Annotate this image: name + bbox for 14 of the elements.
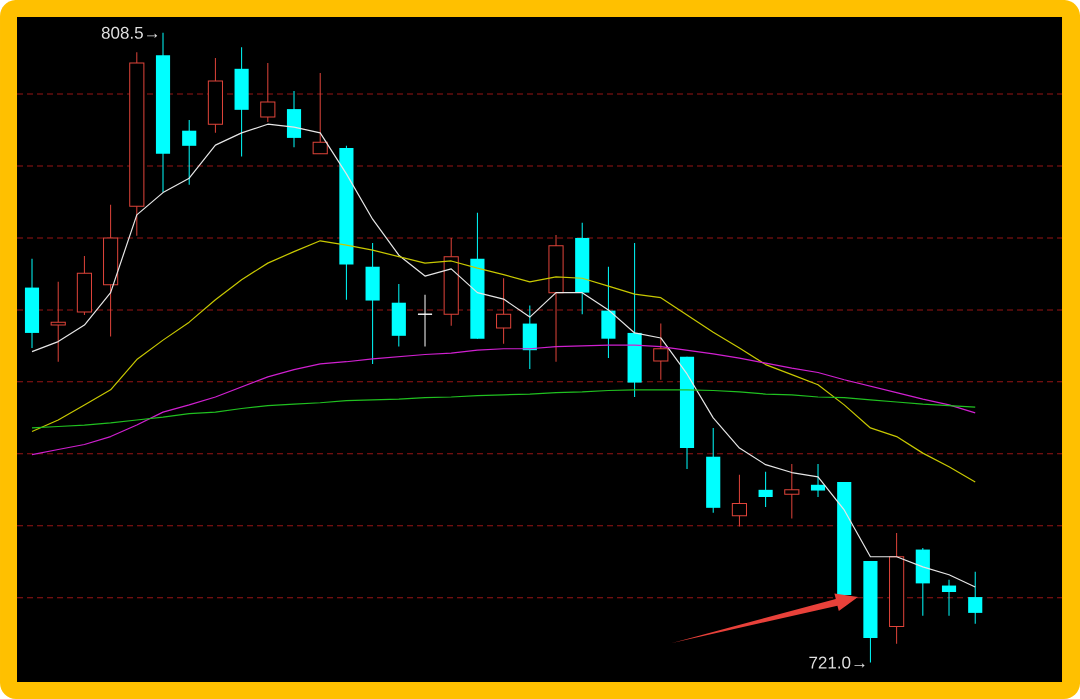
annotation: 808.5→	[101, 26, 158, 39]
candlestick	[968, 571, 983, 625]
candlestick	[653, 323, 669, 381]
candlestick	[784, 463, 800, 520]
candlestick	[182, 119, 197, 186]
candlestick	[810, 463, 826, 498]
candlestick	[260, 62, 276, 123]
candlestick	[312, 72, 328, 155]
candlestick	[758, 471, 773, 508]
candlestick	[496, 277, 512, 345]
candlestick	[731, 474, 747, 528]
candlestick	[941, 579, 957, 617]
candlestick	[50, 281, 66, 363]
annotation: 721.0→	[809, 656, 865, 669]
